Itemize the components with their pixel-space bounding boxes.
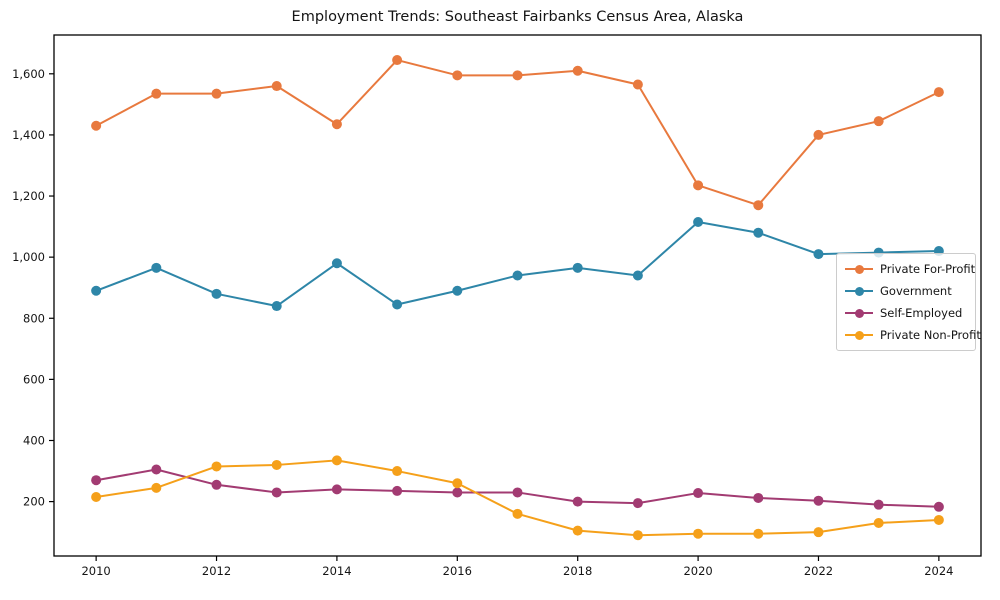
data-point-self-employed: [632, 498, 643, 509]
data-point-private-non-profit: [813, 527, 824, 538]
data-point-private-non-profit: [693, 528, 704, 539]
plot-frame: [53, 34, 982, 557]
data-point-government: [512, 270, 523, 281]
legend-item-private-non-profit: Private Non-Profit: [845, 327, 981, 343]
data-point-private-for-profit: [211, 88, 222, 99]
y-tick-label: 1,400: [12, 128, 45, 142]
y-tick-label: 200: [23, 495, 45, 509]
legend-item-private-for-profit: Private For-Profit: [845, 261, 975, 277]
data-point-government: [753, 227, 764, 238]
data-point-private-for-profit: [572, 65, 583, 76]
y-tick-label: 1,200: [12, 189, 45, 203]
chart-title: Employment Trends: Southeast Fairbanks C…: [291, 9, 744, 25]
data-point-self-employed: [693, 488, 704, 499]
legend-label: Private For-Profit: [880, 262, 976, 276]
data-point-private-for-profit: [512, 70, 523, 81]
data-point-government: [693, 217, 704, 228]
data-point-private-for-profit: [331, 119, 342, 130]
x-tick-label: 2012: [202, 564, 231, 578]
legend-line-marker-icon: [845, 308, 873, 319]
data-point-private-non-profit: [933, 514, 944, 525]
data-point-private-non-profit: [392, 466, 403, 477]
data-point-private-for-profit: [813, 129, 824, 140]
data-point-government: [331, 258, 342, 269]
x-tick-label: 2010: [81, 564, 110, 578]
data-point-private-non-profit: [91, 492, 102, 503]
data-point-private-non-profit: [151, 482, 162, 493]
legend-label: Self-Employed: [880, 306, 963, 320]
data-point-private-non-profit: [632, 530, 643, 541]
y-tick-label: 800: [23, 311, 45, 325]
data-point-government: [271, 301, 282, 312]
legend-label: Private Non-Profit: [880, 328, 981, 342]
data-point-private-for-profit: [873, 116, 884, 127]
data-point-private-non-profit: [753, 528, 764, 539]
data-point-private-for-profit: [753, 200, 764, 211]
data-point-private-non-profit: [211, 461, 222, 472]
data-point-government: [572, 262, 583, 273]
x-tick-label: 2024: [924, 564, 953, 578]
data-point-private-for-profit: [933, 87, 944, 98]
legend: Private For-Profit Government Self-Employe…: [836, 253, 981, 351]
data-point-self-employed: [933, 501, 944, 512]
data-point-government: [452, 285, 463, 296]
data-point-private-for-profit: [392, 55, 403, 66]
data-point-private-for-profit: [452, 70, 463, 81]
data-point-private-non-profit: [271, 459, 282, 470]
data-point-government: [151, 262, 162, 273]
data-point-private-for-profit: [151, 88, 162, 99]
data-point-self-employed: [873, 499, 884, 510]
y-tick-label: 400: [23, 433, 45, 447]
data-point-self-employed: [211, 479, 222, 490]
x-tick-label: 2018: [563, 564, 592, 578]
data-point-private-for-profit: [632, 79, 643, 90]
series-line-private-for-profit: [95, 59, 940, 207]
data-point-self-employed: [271, 487, 282, 498]
data-point-private-non-profit: [331, 455, 342, 466]
legend-item-self-employed: Self-Employed: [845, 305, 967, 321]
legend-line-marker-icon: [845, 264, 873, 275]
data-point-government: [91, 285, 102, 296]
data-point-private-for-profit: [693, 180, 704, 191]
series-line-government: [95, 221, 940, 308]
y-tick-label: 1,000: [12, 250, 45, 264]
data-point-self-employed: [813, 495, 824, 506]
data-point-government: [211, 288, 222, 299]
data-point-self-employed: [331, 484, 342, 495]
legend-item-government: Government: [845, 283, 967, 299]
data-point-government: [632, 270, 643, 281]
data-point-self-employed: [753, 492, 764, 503]
data-point-private-non-profit: [512, 508, 523, 519]
data-point-self-employed: [392, 485, 403, 496]
data-point-government: [392, 299, 403, 310]
data-point-self-employed: [91, 475, 102, 486]
data-point-self-employed: [151, 464, 162, 475]
legend-label: Government: [880, 284, 952, 298]
data-point-self-employed: [512, 487, 523, 498]
x-tick-label: 2014: [322, 564, 351, 578]
data-point-government: [813, 249, 824, 260]
data-point-self-employed: [452, 487, 463, 498]
data-point-private-non-profit: [873, 517, 884, 528]
data-point-private-for-profit: [271, 81, 282, 92]
data-point-private-for-profit: [91, 120, 102, 131]
data-point-private-non-profit: [572, 525, 583, 536]
y-tick-label: 600: [23, 372, 45, 386]
data-point-self-employed: [572, 496, 583, 507]
x-tick-label: 2016: [443, 564, 472, 578]
x-tick-label: 2022: [804, 564, 833, 578]
y-tick-label: 1,600: [12, 67, 45, 81]
data-point-private-non-profit: [452, 478, 463, 489]
x-tick-label: 2020: [683, 564, 712, 578]
legend-line-marker-icon: [845, 330, 873, 341]
legend-line-marker-icon: [845, 286, 873, 297]
series-line-private-non-profit: [95, 459, 940, 537]
